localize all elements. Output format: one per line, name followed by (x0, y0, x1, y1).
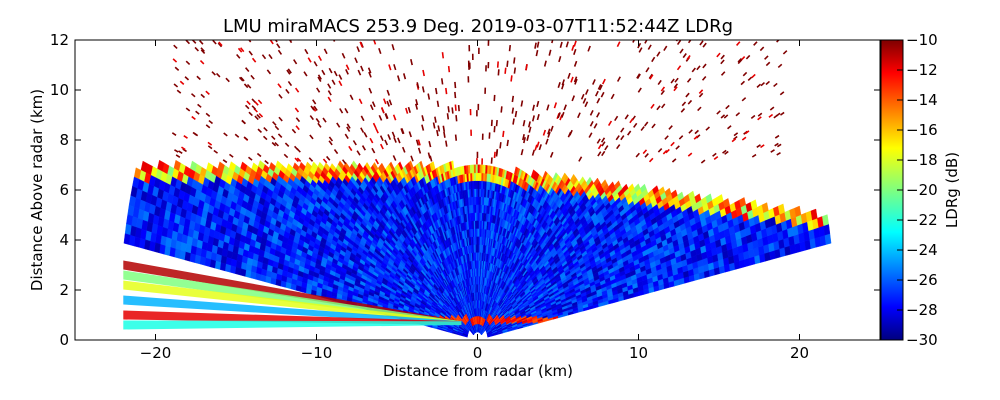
radar-gate (477, 212, 480, 221)
radar-gate (621, 183, 629, 193)
radar-gate (633, 183, 641, 193)
radar-gate (705, 193, 713, 204)
radar-gate (723, 198, 730, 209)
radar-gate (761, 202, 769, 213)
radar-gate (688, 190, 695, 201)
radar-gate (614, 180, 621, 190)
radar-gate (478, 220, 481, 229)
radar-gate (750, 199, 758, 210)
radar-gate (810, 208, 818, 221)
radar-gate (478, 180, 482, 190)
radar-gate (475, 164, 478, 174)
radar-gate (824, 233, 832, 245)
radar-gate (739, 197, 747, 208)
radar-gate (627, 183, 635, 193)
radar-gate (716, 194, 724, 205)
radar-gate (481, 164, 484, 174)
radar-gate (473, 164, 476, 174)
radar-gate (586, 176, 593, 186)
chart-title: LMU miraMACS 253.9 Deg. 2019-03-07T11:52… (223, 16, 733, 37)
radar-gate (569, 173, 576, 184)
radar-gate (477, 164, 480, 174)
radar-gate (600, 179, 608, 189)
radar-gate (477, 172, 480, 181)
radar-gate (608, 181, 615, 191)
radar-gate (578, 176, 585, 186)
radar-gate (639, 183, 647, 194)
radar-data-layer (123, 40, 832, 338)
radar-gate (477, 188, 480, 197)
radar-gate (652, 185, 659, 195)
radar-gate (477, 196, 480, 205)
radar-gate (823, 223, 831, 236)
radar-gate (694, 193, 702, 204)
radar-gate (477, 180, 480, 189)
radar-gate (777, 203, 785, 215)
radar-gate (794, 205, 802, 217)
radar-gate (664, 187, 672, 198)
radar-gate (677, 191, 684, 202)
radar-gate (479, 164, 482, 174)
radar-gate (593, 177, 600, 187)
radar-gate (479, 172, 482, 182)
radar-gate (658, 186, 666, 196)
radar-gate (477, 204, 480, 213)
radar-gate (670, 189, 678, 199)
radar-gate (822, 214, 829, 226)
